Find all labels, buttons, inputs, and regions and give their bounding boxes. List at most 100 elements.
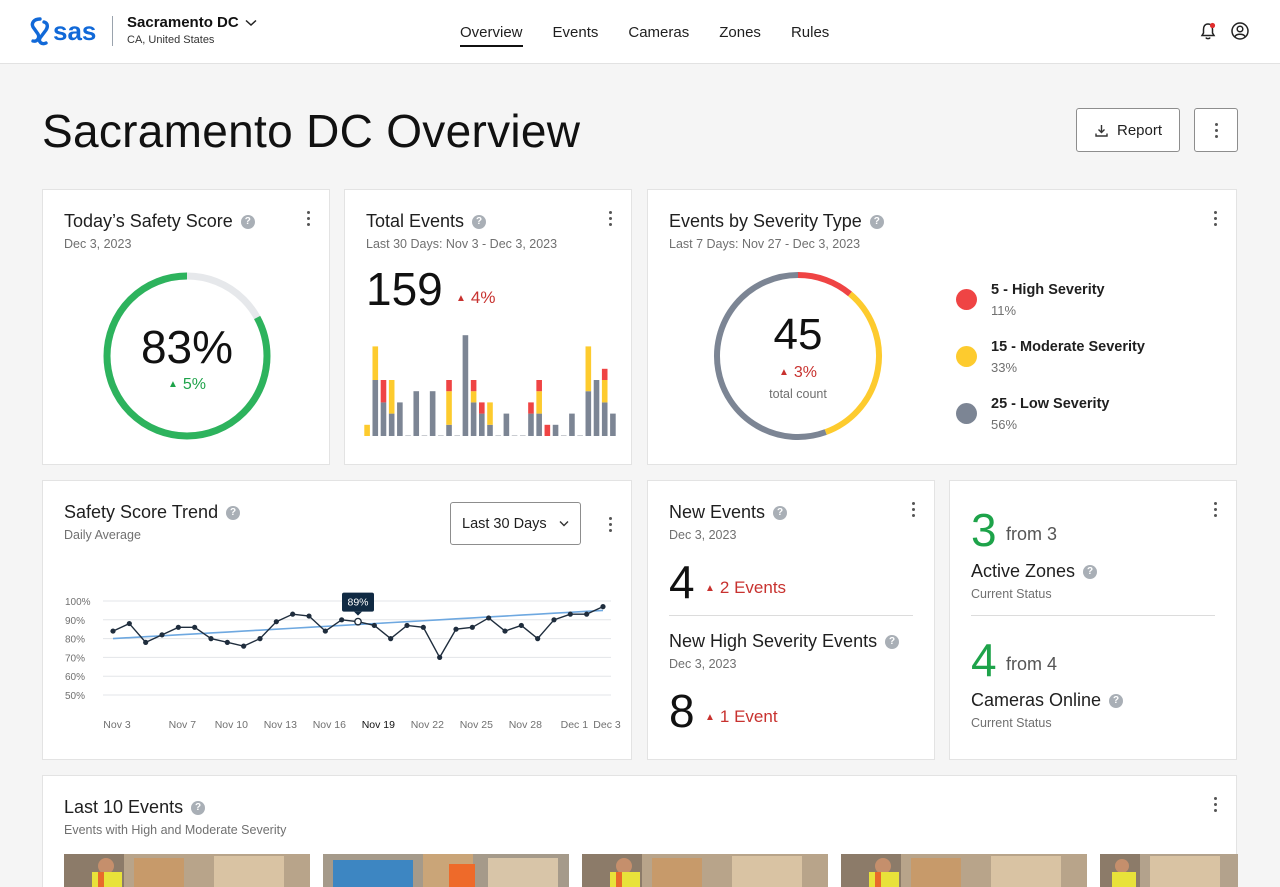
card-menu-button[interactable] xyxy=(605,514,615,534)
help-icon[interactable]: ? xyxy=(1109,693,1124,708)
bar-segment[interactable] xyxy=(388,413,395,436)
donut-slice[interactable] xyxy=(824,291,882,435)
bar-segment[interactable] xyxy=(601,368,608,380)
bar-segment[interactable] xyxy=(528,413,534,436)
tab-events[interactable]: Events xyxy=(552,23,599,41)
card-menu-button[interactable] xyxy=(908,499,918,519)
bar-segment[interactable] xyxy=(446,380,452,392)
bar-segment[interactable] xyxy=(487,402,493,425)
bar-segment[interactable] xyxy=(446,424,452,436)
score-point[interactable] xyxy=(584,611,590,617)
score-point[interactable] xyxy=(339,617,345,623)
report-button[interactable]: Report xyxy=(1076,108,1180,152)
site-selector[interactable]: Sacramento DC CA, United States xyxy=(127,14,257,46)
card-menu-button[interactable] xyxy=(1210,499,1220,519)
score-point[interactable] xyxy=(306,613,312,619)
score-point[interactable] xyxy=(502,628,508,634)
tab-rules[interactable]: Rules xyxy=(790,23,830,41)
bar-segment[interactable] xyxy=(544,424,551,436)
bar-segment[interactable] xyxy=(503,413,510,436)
score-point[interactable] xyxy=(290,611,296,617)
bar-segment[interactable] xyxy=(372,380,379,436)
help-icon[interactable]: ? xyxy=(773,505,788,520)
score-point[interactable] xyxy=(110,628,116,634)
bar-segment[interactable] xyxy=(528,402,534,414)
help-icon[interactable]: ? xyxy=(885,634,900,649)
score-point[interactable] xyxy=(322,628,328,634)
card-menu-button[interactable] xyxy=(303,208,313,228)
score-point[interactable] xyxy=(388,636,394,642)
score-point[interactable] xyxy=(600,604,606,610)
score-point[interactable] xyxy=(354,617,362,626)
help-icon[interactable]: ? xyxy=(240,214,255,229)
score-point[interactable] xyxy=(208,636,214,642)
bar-segment[interactable] xyxy=(470,380,477,392)
help-icon[interactable]: ? xyxy=(472,214,487,229)
bar-segment[interactable] xyxy=(601,402,608,436)
bar-segment[interactable] xyxy=(446,391,452,425)
bar-segment[interactable] xyxy=(380,380,387,403)
tab-overview[interactable]: Overview xyxy=(448,0,535,64)
sas-logo[interactable]: sas xyxy=(26,14,100,48)
bar-segment[interactable] xyxy=(364,424,370,436)
score-point[interactable] xyxy=(567,611,573,617)
score-point[interactable] xyxy=(273,619,279,625)
score-point[interactable] xyxy=(453,626,459,632)
bar-segment[interactable] xyxy=(536,380,542,392)
bar-segment[interactable] xyxy=(388,380,395,414)
score-point[interactable] xyxy=(469,624,475,630)
donut-slice[interactable] xyxy=(797,272,852,297)
bell-icon[interactable] xyxy=(1198,21,1218,41)
bar-segment[interactable] xyxy=(470,402,477,436)
score-point[interactable] xyxy=(404,622,410,629)
score-point[interactable] xyxy=(535,636,541,642)
event-thumbnail[interactable] xyxy=(1100,854,1238,887)
bar-segment[interactable] xyxy=(397,402,403,436)
score-point[interactable] xyxy=(486,615,492,621)
bar-segment[interactable] xyxy=(479,402,485,414)
help-icon[interactable]: ? xyxy=(226,505,241,520)
bar-segment[interactable] xyxy=(585,346,592,392)
bar-segment[interactable] xyxy=(479,413,485,436)
card-menu-button[interactable] xyxy=(1210,794,1220,814)
event-thumbnail[interactable] xyxy=(64,854,310,887)
help-icon[interactable]: ? xyxy=(1083,564,1098,579)
score-point[interactable] xyxy=(437,654,443,660)
event-thumbnail[interactable] xyxy=(841,854,1087,887)
bar-segment[interactable] xyxy=(413,391,420,436)
score-point[interactable] xyxy=(241,643,247,649)
score-point[interactable] xyxy=(159,632,165,638)
bar-segment[interactable] xyxy=(429,391,436,436)
score-point[interactable] xyxy=(224,639,230,645)
bar-segment[interactable] xyxy=(380,402,387,436)
bar-segment[interactable] xyxy=(536,391,542,414)
tab-zones[interactable]: Zones xyxy=(719,23,761,41)
score-point[interactable] xyxy=(192,624,198,630)
card-menu-button[interactable] xyxy=(1210,208,1220,228)
bar-segment[interactable] xyxy=(487,424,493,436)
help-icon[interactable]: ? xyxy=(191,800,206,815)
donut-slice[interactable] xyxy=(714,272,827,440)
bar-segment[interactable] xyxy=(585,391,592,436)
score-point[interactable] xyxy=(420,624,426,630)
bar-segment[interactable] xyxy=(569,413,575,436)
bar-segment[interactable] xyxy=(552,424,559,436)
page-more-button[interactable] xyxy=(1194,108,1238,152)
bar-segment[interactable] xyxy=(610,413,616,436)
bar-segment[interactable] xyxy=(593,380,600,436)
bar-segment[interactable] xyxy=(601,380,608,403)
score-point[interactable] xyxy=(126,620,132,627)
bar-segment[interactable] xyxy=(536,413,542,436)
event-thumbnail[interactable] xyxy=(323,854,569,887)
user-avatar-icon[interactable] xyxy=(1230,21,1250,41)
event-thumbnail[interactable] xyxy=(582,854,828,887)
score-point[interactable] xyxy=(518,622,524,629)
score-point[interactable] xyxy=(371,622,377,629)
bar-segment[interactable] xyxy=(372,346,379,380)
bar-segment[interactable] xyxy=(462,335,469,436)
score-point[interactable] xyxy=(143,639,149,645)
bar-segment[interactable] xyxy=(470,391,477,403)
help-icon[interactable]: ? xyxy=(869,214,884,229)
score-point[interactable] xyxy=(551,617,557,623)
card-menu-button[interactable] xyxy=(605,208,615,228)
